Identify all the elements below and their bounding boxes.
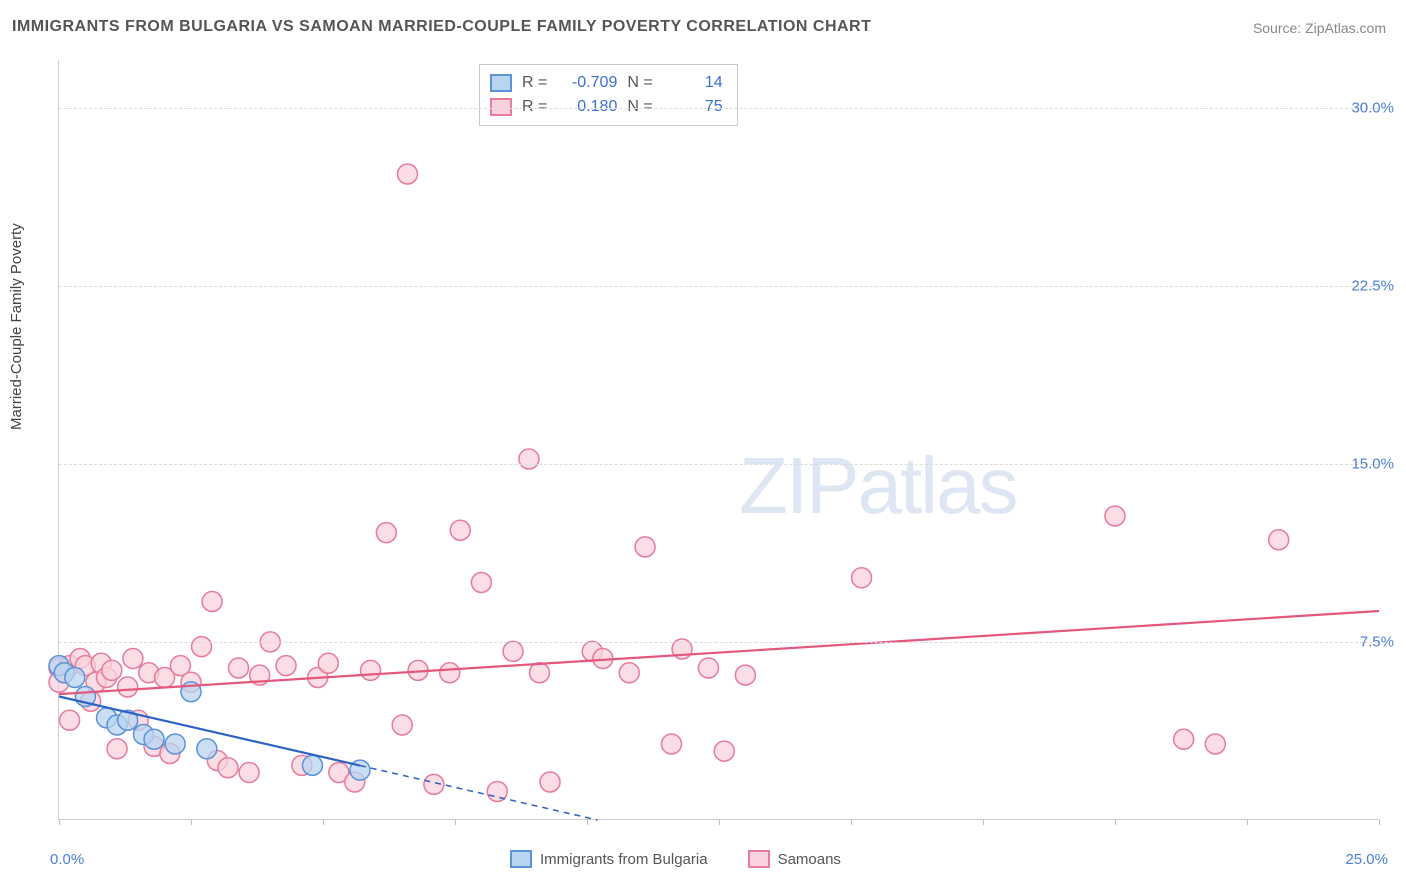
gridline <box>59 642 1378 643</box>
bottom-legend-label: Immigrants from Bulgaria <box>540 851 708 868</box>
scatter-point <box>698 658 718 678</box>
bottom-legend-item-bulgaria: Immigrants from Bulgaria <box>510 850 708 868</box>
scatter-point <box>376 523 396 543</box>
bottom-legend-item-samoans: Samoans <box>748 850 841 868</box>
scatter-point <box>361 660 381 680</box>
bottom-legend: Immigrants from Bulgaria Samoans <box>510 850 841 868</box>
scatter-point <box>229 658 249 678</box>
scatter-point <box>852 568 872 588</box>
x-axis-max-label: 25.0% <box>1345 851 1388 868</box>
scatter-point <box>197 739 217 759</box>
scatter-point <box>118 677 138 697</box>
scatter-point <box>1205 734 1225 754</box>
swatch-samoans-bottom <box>748 850 770 868</box>
x-tick <box>851 819 852 825</box>
trend-line-extrapolated <box>360 766 598 820</box>
x-tick <box>59 819 60 825</box>
gridline <box>59 108 1378 109</box>
scatter-point <box>635 537 655 557</box>
x-tick <box>1379 819 1380 825</box>
scatter-point <box>440 663 460 683</box>
scatter-point <box>107 739 127 759</box>
scatter-point <box>519 449 539 469</box>
scatter-point <box>302 755 322 775</box>
x-tick <box>1247 819 1248 825</box>
scatter-point <box>239 763 259 783</box>
x-tick <box>455 819 456 825</box>
swatch-bulgaria-bottom <box>510 850 532 868</box>
trend-line <box>59 611 1379 694</box>
scatter-point <box>503 641 523 661</box>
scatter-point <box>276 656 296 676</box>
y-tick-label: 15.0% <box>1351 455 1394 472</box>
scatter-point <box>65 668 85 688</box>
scatter-point <box>392 715 412 735</box>
scatter-point <box>529 663 549 683</box>
scatter-point <box>1105 506 1125 526</box>
plot-area: ZIPatlas R = -0.709 N = 14 R = 0.180 N =… <box>58 60 1378 820</box>
x-tick <box>323 819 324 825</box>
scatter-point <box>218 758 238 778</box>
x-tick <box>719 819 720 825</box>
scatter-point <box>619 663 639 683</box>
scatter-point <box>714 741 734 761</box>
bottom-legend-label: Samoans <box>778 851 841 868</box>
scatter-point <box>123 649 143 669</box>
scatter-point <box>318 653 338 673</box>
scatter-point <box>424 774 444 794</box>
scatter-point <box>60 710 80 730</box>
scatter-point <box>165 734 185 754</box>
y-axis-label: Married-Couple Family Poverty <box>8 223 25 430</box>
scatter-point <box>192 637 212 657</box>
x-tick <box>1115 819 1116 825</box>
x-tick <box>191 819 192 825</box>
x-tick <box>983 819 984 825</box>
chart-title: IMMIGRANTS FROM BULGARIA VS SAMOAN MARRI… <box>12 18 871 36</box>
scatter-point <box>471 573 491 593</box>
scatter-point <box>102 660 122 680</box>
y-tick-label: 22.5% <box>1351 277 1394 294</box>
scatter-point <box>450 520 470 540</box>
scatter-point <box>1174 729 1194 749</box>
y-tick-label: 30.0% <box>1351 99 1394 116</box>
source-label: Source: <box>1253 20 1301 36</box>
plot-svg <box>59 60 1378 819</box>
scatter-point <box>397 164 417 184</box>
scatter-point <box>202 592 222 612</box>
scatter-point <box>661 734 681 754</box>
source-attribution: Source: ZipAtlas.com <box>1253 20 1386 36</box>
scatter-point <box>144 729 164 749</box>
scatter-point <box>540 772 560 792</box>
x-tick <box>587 819 588 825</box>
gridline <box>59 286 1378 287</box>
x-axis-min-label: 0.0% <box>50 851 84 868</box>
scatter-point <box>1269 530 1289 550</box>
y-tick-label: 7.5% <box>1360 633 1394 650</box>
scatter-point <box>735 665 755 685</box>
gridline <box>59 464 1378 465</box>
source-site: ZipAtlas.com <box>1305 20 1386 36</box>
